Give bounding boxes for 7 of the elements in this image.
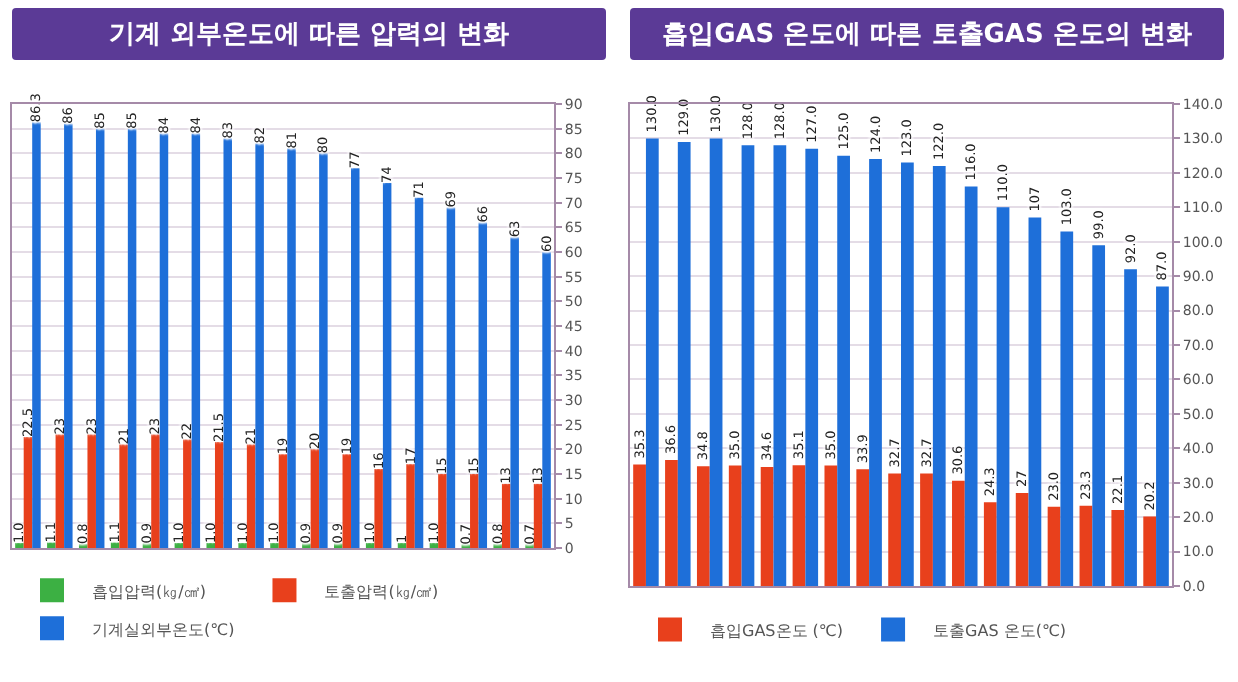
legend-label: 토출압력(㎏/㎠)	[324, 582, 439, 601]
chart-title: 흡입GAS 온도에 따른 토출GAS 온도의 변화	[630, 8, 1224, 60]
chart-title: 기계 외부온도에 따른 압력의 변화	[12, 8, 606, 60]
legend-label: 토출GAS 온도(℃)	[933, 621, 1067, 640]
legend-label: 흡입GAS온도 (℃)	[710, 621, 844, 640]
legend-label: 흡입압력(㎏/㎠)	[92, 582, 206, 601]
legend-label: 기계실외부온도(℃)	[92, 620, 235, 639]
